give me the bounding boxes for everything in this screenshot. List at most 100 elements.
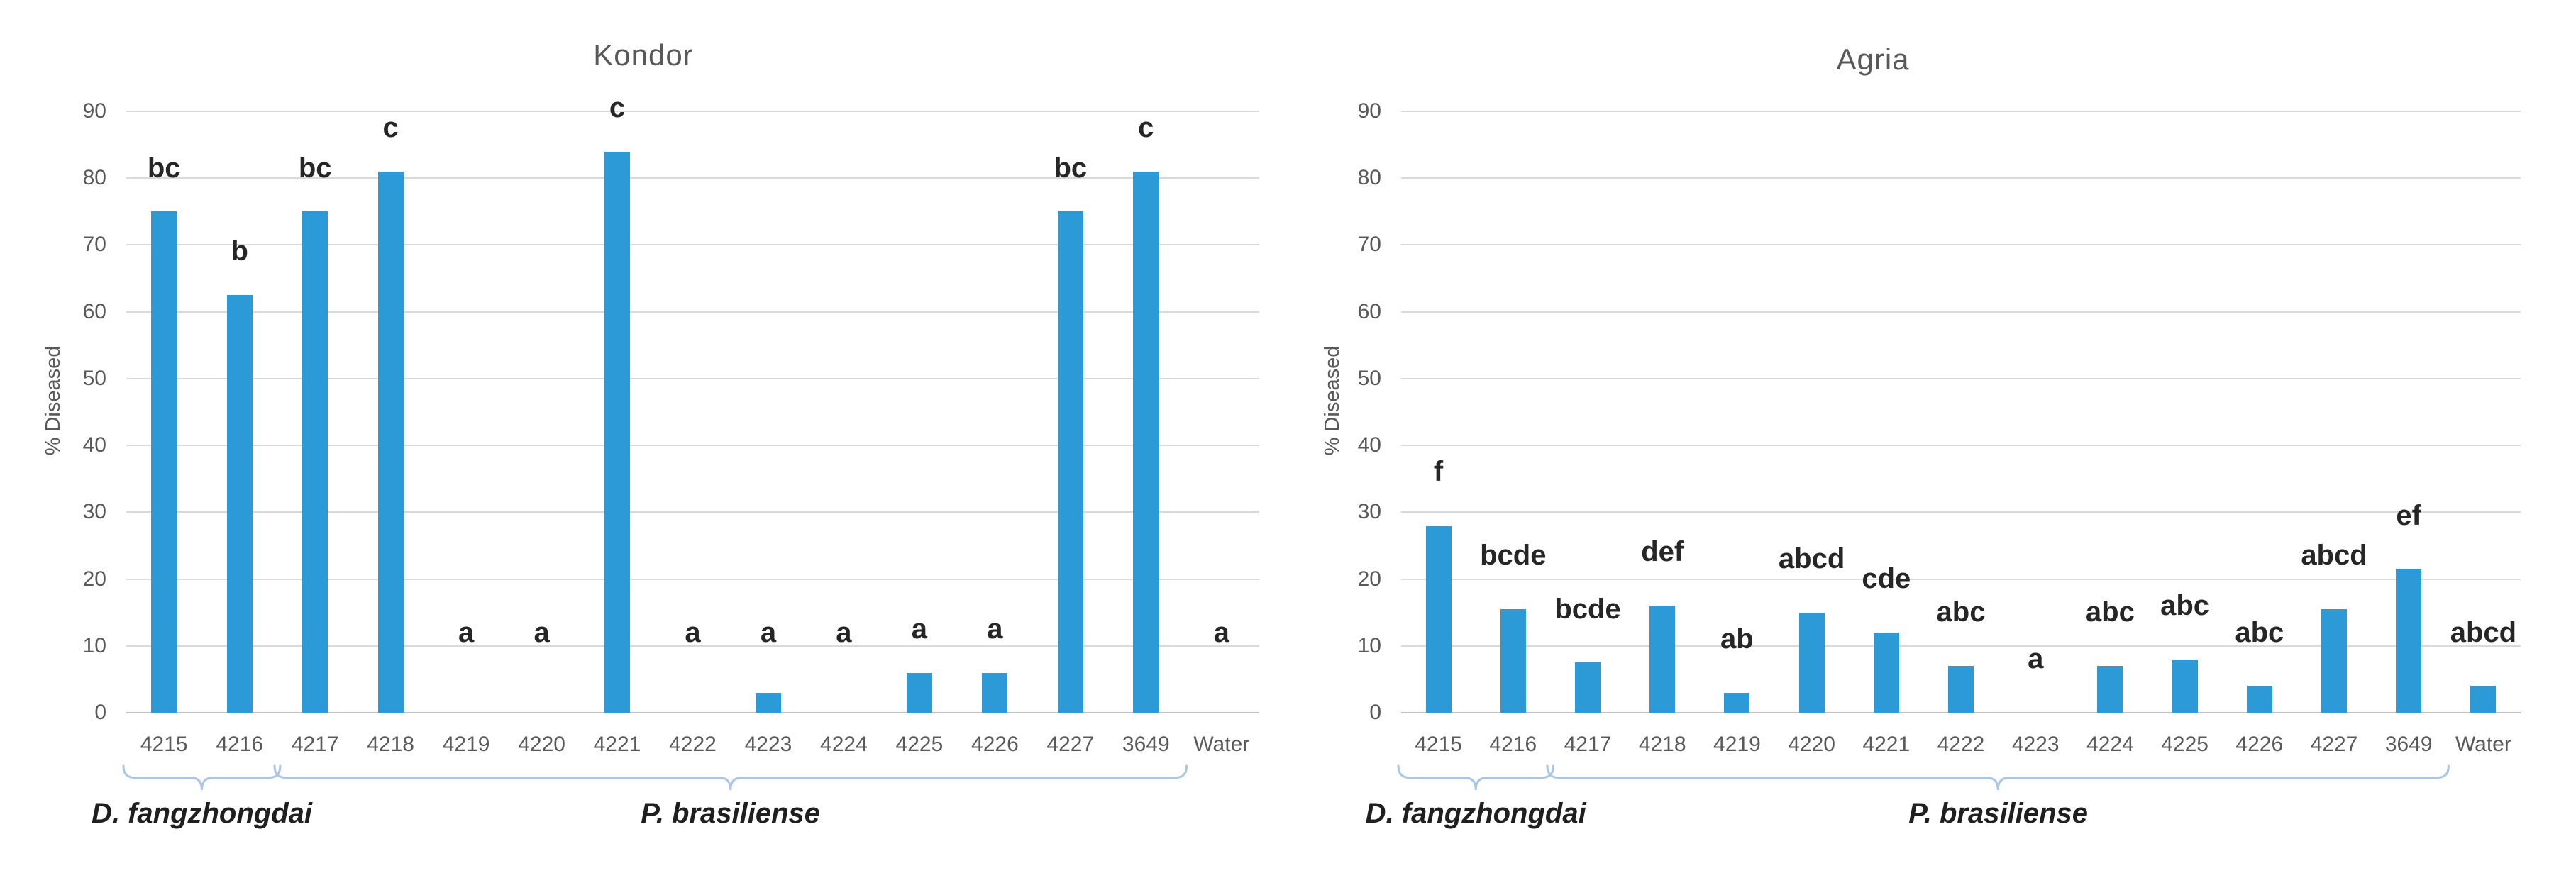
- gridline: [1401, 177, 2521, 179]
- bar-4222: [1948, 666, 1974, 713]
- sig-letter-4217: bcde: [1554, 593, 1621, 625]
- group-label-0: D. fangzhongdai: [1365, 798, 1586, 829]
- bar-4216: [226, 295, 253, 713]
- bar-4221: [1873, 632, 1899, 713]
- gridline: [126, 645, 1259, 647]
- x-tick-label-4217: 4217: [291, 733, 339, 756]
- bar-4223: [756, 692, 781, 713]
- sig-letter-4227: abcd: [2301, 540, 2367, 572]
- gridline: [126, 111, 1259, 112]
- sig-letter-4218: def: [1641, 536, 1684, 568]
- y-tick-label: 70: [1357, 233, 1381, 257]
- x-tick-label-4222: 4222: [669, 733, 717, 756]
- gridline: [1401, 445, 2521, 447]
- bar-4219: [1724, 692, 1750, 713]
- bar-Water: [2470, 686, 2497, 713]
- y-tick-label: 40: [82, 433, 106, 457]
- bar-4218: [377, 171, 404, 713]
- x-tick-label-4218: 4218: [367, 733, 414, 756]
- x-tick-label-3649: 3649: [1122, 733, 1170, 756]
- x-tick-label-4219: 4219: [1713, 733, 1761, 756]
- sig-letter-4225: a: [911, 613, 928, 645]
- bar-3649: [2396, 569, 2422, 713]
- sig-letter-4219: ab: [1720, 623, 1754, 655]
- x-tick-label-4224: 4224: [820, 733, 868, 756]
- x-tick-label-4221: 4221: [1862, 733, 1911, 756]
- sig-letter-4223: a: [760, 616, 777, 648]
- y-tick-label: 90: [82, 99, 106, 123]
- sig-letter-3649: ef: [2396, 499, 2421, 531]
- gridline: [1401, 511, 2521, 513]
- gridline: [126, 177, 1259, 179]
- group-bracket-0: [122, 764, 282, 791]
- sig-letter-4221: cde: [1862, 563, 1911, 595]
- gridline: [126, 511, 1259, 513]
- gridline: [126, 445, 1259, 447]
- x-tick-label-4222: 4222: [1937, 733, 1985, 756]
- x-tick-label-4218: 4218: [1638, 733, 1686, 756]
- chart-title-agria: Agria: [1836, 43, 1910, 76]
- sig-letter-4222: a: [685, 616, 701, 648]
- x-tick-label-4219: 4219: [442, 733, 490, 756]
- x-tick-label-4227: 4227: [1046, 733, 1095, 756]
- x-tick-label-4226: 4226: [2235, 733, 2284, 756]
- sig-letter-3649: c: [1138, 112, 1154, 144]
- sig-letter-4216: bcde: [1480, 540, 1547, 572]
- sig-letter-4216: b: [231, 235, 248, 267]
- sig-letter-4226: a: [987, 613, 1003, 645]
- bar-4225: [2172, 659, 2198, 713]
- sig-letter-Water: abcd: [2450, 616, 2517, 648]
- x-tick-label-4221: 4221: [593, 733, 641, 756]
- sig-letter-4217: bc: [298, 152, 332, 184]
- bar-4220: [1798, 612, 1825, 713]
- y-tick-label: 30: [82, 500, 106, 524]
- bar-4216: [1500, 609, 1526, 713]
- sig-letter-4222: abc: [1936, 596, 1986, 628]
- sig-letter-4220: a: [534, 616, 550, 648]
- chart-title-kondor: Kondor: [593, 38, 694, 72]
- y-tick-label: 50: [82, 366, 106, 390]
- x-tick-label-Water: Water: [1193, 733, 1250, 756]
- x-tick-label-4226: 4226: [971, 733, 1019, 756]
- sig-letter-4220: abcd: [1778, 543, 1845, 574]
- x-tick-label-4223: 4223: [744, 733, 792, 756]
- x-tick-label-3649: 3649: [2384, 733, 2433, 756]
- gridline: [126, 578, 1259, 580]
- group-bracket-1: [1546, 764, 2450, 791]
- sig-letter-4219: a: [458, 616, 475, 648]
- gridline: [1401, 578, 2521, 580]
- y-tick-label: 40: [1357, 433, 1381, 457]
- bar-3649: [1133, 171, 1159, 713]
- y-tick-label: 0: [1369, 701, 1381, 724]
- x-tick-label-4215: 4215: [140, 733, 188, 756]
- group-label-1: P. brasiliense: [641, 798, 821, 829]
- x-axis-line: [126, 712, 1259, 713]
- bar-4225: [906, 672, 932, 713]
- y-tick-label: 80: [82, 166, 106, 190]
- y-tick-label: 30: [1357, 500, 1381, 524]
- bar-4215: [1425, 526, 1452, 713]
- bar-4224: [2097, 666, 2123, 713]
- gridline: [1401, 311, 2521, 313]
- bar-4226: [982, 672, 1008, 713]
- gridline: [126, 311, 1259, 313]
- x-tick-label-4216: 4216: [1489, 733, 1537, 756]
- y-tick-label: 20: [1357, 567, 1381, 591]
- sig-letter-4224: abc: [2085, 596, 2135, 628]
- x-tick-label-4227: 4227: [2310, 733, 2358, 756]
- y-tick-label: 50: [1357, 366, 1381, 390]
- gridline: [126, 244, 1259, 246]
- sig-letter-4223: a: [2028, 643, 2044, 675]
- x-tick-label-4225: 4225: [2161, 733, 2209, 756]
- sig-letter-4224: a: [836, 616, 852, 648]
- x-tick-label-4217: 4217: [1564, 733, 1612, 756]
- sig-letter-4221: c: [609, 91, 626, 123]
- sig-letter-4218: c: [382, 112, 399, 144]
- group-bracket-1: [273, 764, 1188, 791]
- bar-4227: [1057, 211, 1083, 713]
- sig-letter-4225: abc: [2160, 589, 2210, 621]
- x-tick-label-4215: 4215: [1415, 733, 1462, 756]
- sig-letter-4227: bc: [1054, 152, 1088, 184]
- y-tick-label: 70: [82, 233, 106, 257]
